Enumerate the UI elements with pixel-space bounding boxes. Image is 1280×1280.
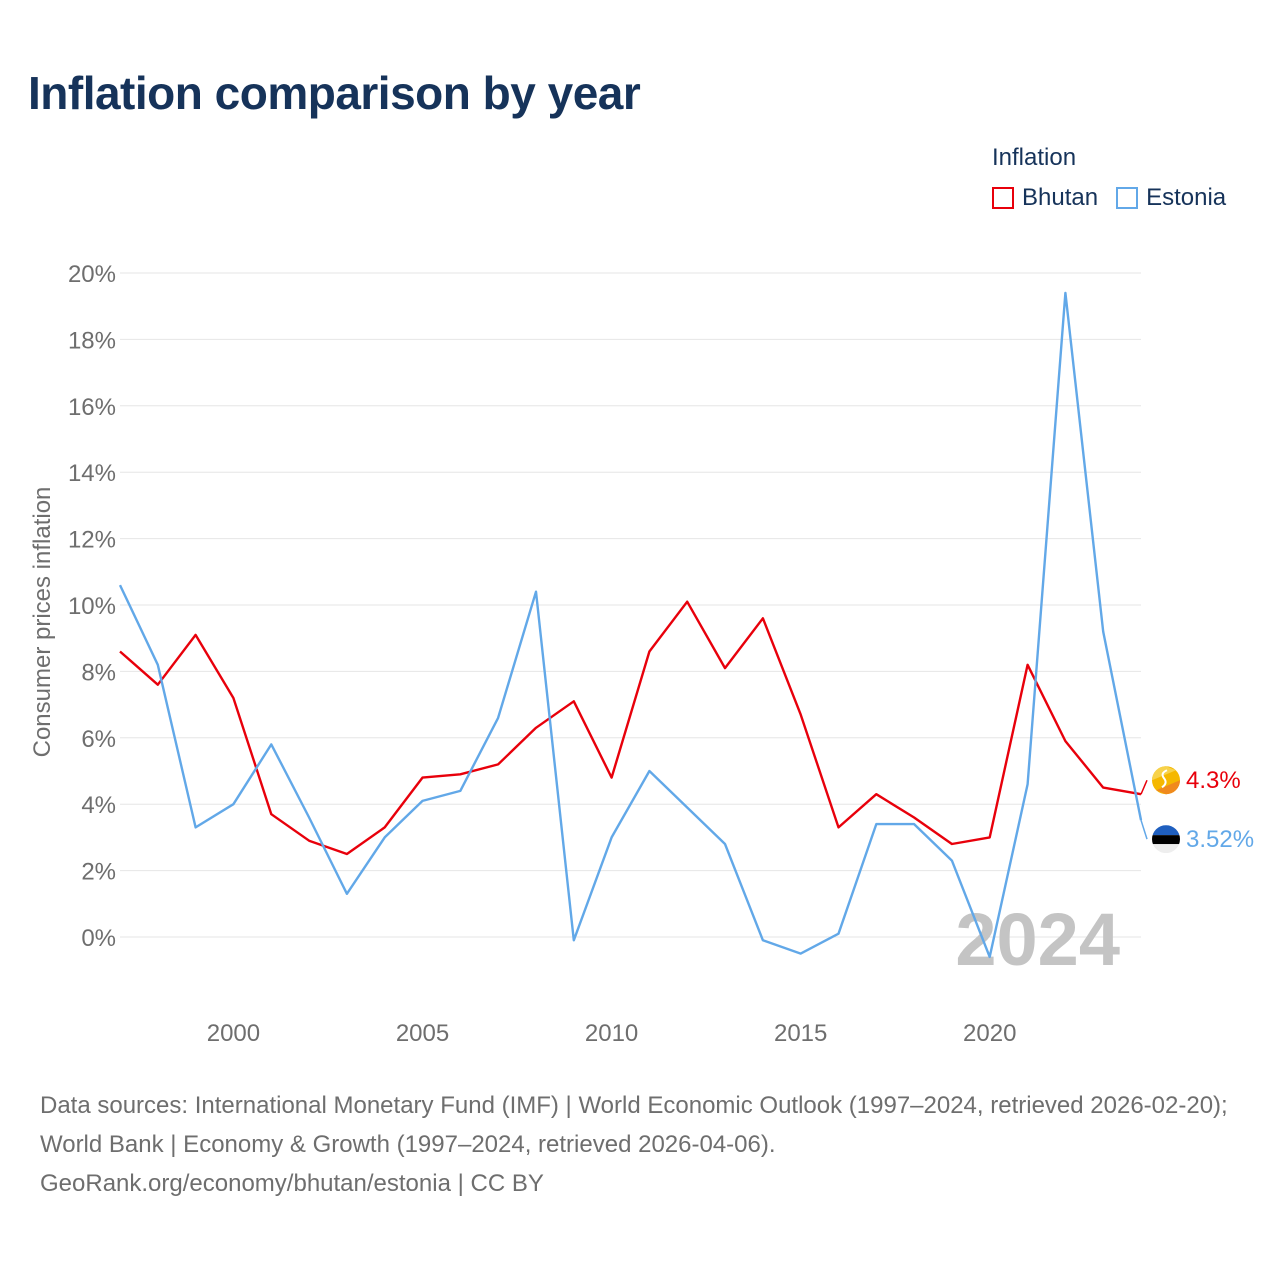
y-tick-label: 10% [68,593,116,620]
y-tick-label: 6% [81,726,116,753]
year-watermark: 2024 [955,898,1120,981]
series-line-bhutan[interactable] [119,600,1142,856]
end-value-label-bhutan: 4.3% [1186,767,1241,794]
end-value-label-estonia: 3.52% [1186,826,1254,853]
end-labels: 4.3% 3.52% [1140,766,1254,854]
x-tick-label: 2005 [396,1020,449,1047]
x-axis-ticks: 2000 2005 2010 2015 2020 [207,1020,1017,1047]
x-tick-label: 2015 [774,1020,827,1047]
x-tick-label: 2020 [963,1020,1016,1047]
y-axis-label: Consumer prices inflation [29,487,56,758]
line-chart: 0% 2% 4% 6% 8% 10% 12% 14% 16% 18% 20% 2000 2005 201… [29,261,1254,1047]
y-tick-label: 0% [81,925,116,952]
legend-title: Inflation [992,144,1077,171]
credit-link[interactable]: GeoRank.org/economy/bhutan/estonia | CC … [40,1170,544,1197]
legend-item-estonia[interactable]: Estonia [1116,184,1226,212]
legend-item-bhutan[interactable]: Bhutan [992,184,1098,212]
legend-swatch-estonia [1116,187,1139,209]
legend-label-estonia: Estonia [1146,184,1227,211]
footer: Data sources: International Monetary Fun… [40,1086,1250,1203]
legend-label-bhutan: Bhutan [1022,184,1099,211]
y-axis-ticks: 0% 2% 4% 6% 8% 10% 12% 14% 16% 18% 20% [68,261,116,952]
legend-swatch-bhutan [992,187,1014,209]
flag-bhutan-dragon-icon [1161,769,1168,789]
y-tick-label: 18% [68,327,116,354]
page-title: Inflation comparison by year [28,67,641,119]
legend: Inflation Bhutan Estonia [992,144,1244,212]
series-line-estonia[interactable] [118,291,1143,959]
y-tick-label: 2% [81,859,116,886]
data-sources-text: Data sources: International Monetary Fun… [40,1092,1228,1158]
y-tick-label: 20% [68,261,116,288]
y-tick-label: 16% [68,394,116,421]
x-tick-label: 2000 [207,1020,260,1047]
x-tick-label: 2010 [585,1020,638,1047]
series-lines [118,291,1143,959]
y-tick-label: 14% [68,460,116,487]
y-tick-label: 12% [68,527,116,554]
end-connector-estonia [1140,819,1148,840]
flag-bhutan-detail-icon [1156,780,1180,795]
y-tick-label: 8% [81,659,116,686]
flag-estonia-icon [1152,825,1180,854]
end-connector-bhutan [1140,779,1148,795]
y-tick-label: 4% [81,792,116,819]
gridlines [120,272,1141,938]
